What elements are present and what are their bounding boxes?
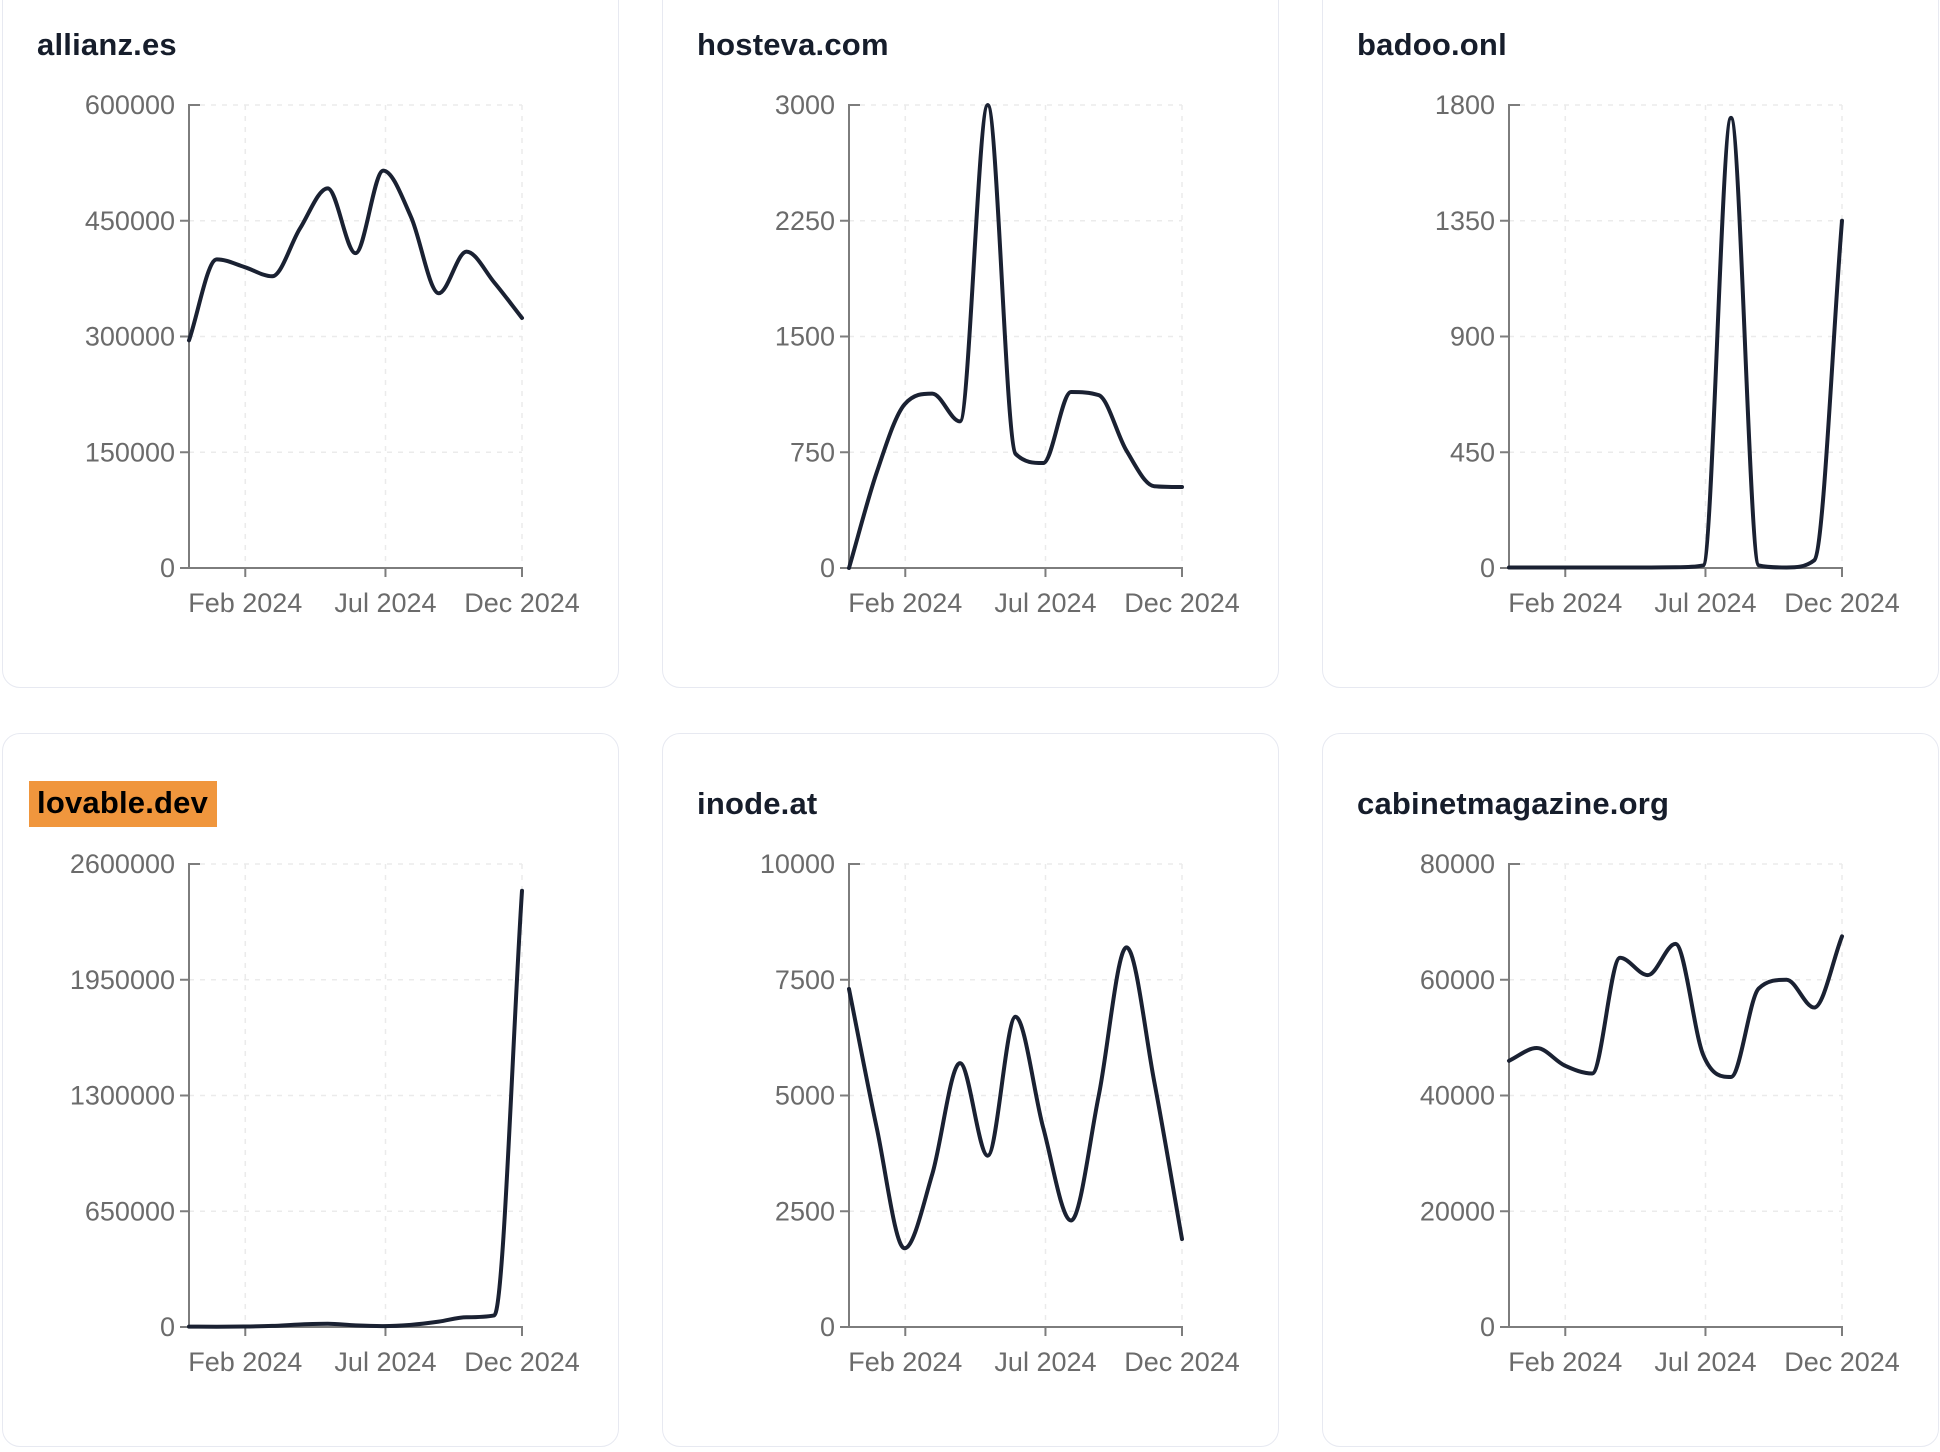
svg-text:Jul 2024: Jul 2024 <box>1654 1347 1756 1377</box>
svg-text:Feb 2024: Feb 2024 <box>1508 1347 1622 1377</box>
svg-text:0: 0 <box>820 553 835 583</box>
svg-text:Feb 2024: Feb 2024 <box>188 1347 302 1377</box>
svg-text:Dec 2024: Dec 2024 <box>1124 1347 1240 1377</box>
chart-card-hosteva-com[interactable]: hosteva.com 0 750 1500 2250 3000 Feb 2024 Jul … <box>662 0 1279 688</box>
svg-text:Dec 2024: Dec 2024 <box>464 588 580 618</box>
chart-title-row: cabinetmagazine.org <box>1357 782 1669 826</box>
chart-card-cabinetmagazine-org[interactable]: cabinetmagazine.org 0 20000 40000 60000 8000… <box>1322 733 1939 1447</box>
chart-title: cabinetmagazine.org <box>1357 786 1670 821</box>
chart-title-row: inode.at <box>697 782 817 826</box>
chart-title: lovable.dev <box>29 781 218 827</box>
svg-text:1500: 1500 <box>775 322 835 352</box>
chart-title: inode.at <box>697 786 818 821</box>
svg-text:0: 0 <box>820 1312 835 1342</box>
svg-text:Jul 2024: Jul 2024 <box>334 588 436 618</box>
svg-text:900: 900 <box>1450 322 1495 352</box>
svg-text:2600000: 2600000 <box>70 849 175 879</box>
chart-card-inode-at[interactable]: inode.at 0 2500 5000 7500 10000 Feb 2024 Jul 2… <box>662 733 1279 1447</box>
chart-title-row: lovable.dev <box>29 781 218 827</box>
svg-text:40000: 40000 <box>1420 1081 1495 1111</box>
svg-text:Dec 2024: Dec 2024 <box>464 1347 580 1377</box>
chart-title: hosteva.com <box>697 27 889 62</box>
svg-text:Dec 2024: Dec 2024 <box>1784 1347 1900 1377</box>
line-chart: 0 650000 1300000 1950000 2600000 Feb 2024 Jul … <box>70 849 580 1377</box>
chart-title: badoo.onl <box>1357 27 1507 62</box>
svg-text:Jul 2024: Jul 2024 <box>994 1347 1096 1377</box>
line-chart: 0 2500 5000 7500 10000 Feb 2024 Jul 2024 Dec 20… <box>760 849 1240 1377</box>
svg-text:Feb 2024: Feb 2024 <box>188 588 302 618</box>
svg-text:Jul 2024: Jul 2024 <box>994 588 1096 618</box>
chart-card-allianz-es[interactable]: allianz.es 0 150000 300000 450000 600000 Feb … <box>2 0 619 688</box>
svg-text:600000: 600000 <box>85 90 175 120</box>
svg-text:3000: 3000 <box>775 90 835 120</box>
svg-text:2500: 2500 <box>775 1196 835 1226</box>
line-chart: 0 750 1500 2250 3000 Feb 2024 Jul 2024 Dec 2024 <box>775 90 1240 618</box>
svg-text:Feb 2024: Feb 2024 <box>848 1347 962 1377</box>
line-chart: 0 450 900 1350 1800 Feb 2024 Jul 2024 Dec 2024 <box>1435 90 1900 618</box>
svg-text:1300000: 1300000 <box>70 1081 175 1111</box>
svg-text:650000: 650000 <box>85 1196 175 1226</box>
chart-card-lovable-dev[interactable]: lovable.dev 0 650000 1300000 1950000 2600000… <box>2 733 619 1447</box>
svg-text:750: 750 <box>790 437 835 467</box>
chart-title-row: badoo.onl <box>1357 23 1507 67</box>
svg-text:450000: 450000 <box>85 206 175 236</box>
svg-text:1950000: 1950000 <box>70 965 175 995</box>
svg-text:150000: 150000 <box>85 437 175 467</box>
svg-text:0: 0 <box>1480 1312 1495 1342</box>
chart-title: allianz.es <box>37 27 177 62</box>
svg-text:1800: 1800 <box>1435 90 1495 120</box>
line-chart: 0 20000 40000 60000 80000 Feb 2024 Jul 2024 Dec… <box>1420 849 1900 1377</box>
svg-text:60000: 60000 <box>1420 965 1495 995</box>
svg-text:5000: 5000 <box>775 1081 835 1111</box>
svg-text:300000: 300000 <box>85 322 175 352</box>
svg-text:Feb 2024: Feb 2024 <box>848 588 962 618</box>
svg-text:1350: 1350 <box>1435 206 1495 236</box>
svg-text:450: 450 <box>1450 437 1495 467</box>
chart-title-row: allianz.es <box>37 23 177 67</box>
line-chart: 0 150000 300000 450000 600000 Feb 2024 Jul 202… <box>85 90 580 618</box>
chart-card-badoo-onl[interactable]: badoo.onl 0 450 900 1350 1800 Feb 2024 Jul 202… <box>1322 0 1939 688</box>
svg-text:Jul 2024: Jul 2024 <box>334 1347 436 1377</box>
svg-text:10000: 10000 <box>760 849 835 879</box>
chart-title-row: hosteva.com <box>697 23 889 67</box>
svg-text:20000: 20000 <box>1420 1196 1495 1226</box>
svg-text:0: 0 <box>1480 553 1495 583</box>
svg-text:Feb 2024: Feb 2024 <box>1508 588 1622 618</box>
svg-text:2250: 2250 <box>775 206 835 236</box>
svg-text:80000: 80000 <box>1420 849 1495 879</box>
svg-text:Dec 2024: Dec 2024 <box>1784 588 1900 618</box>
svg-text:7500: 7500 <box>775 965 835 995</box>
svg-text:0: 0 <box>160 553 175 583</box>
svg-text:Jul 2024: Jul 2024 <box>1654 588 1756 618</box>
svg-text:Dec 2024: Dec 2024 <box>1124 588 1240 618</box>
svg-text:0: 0 <box>160 1312 175 1342</box>
